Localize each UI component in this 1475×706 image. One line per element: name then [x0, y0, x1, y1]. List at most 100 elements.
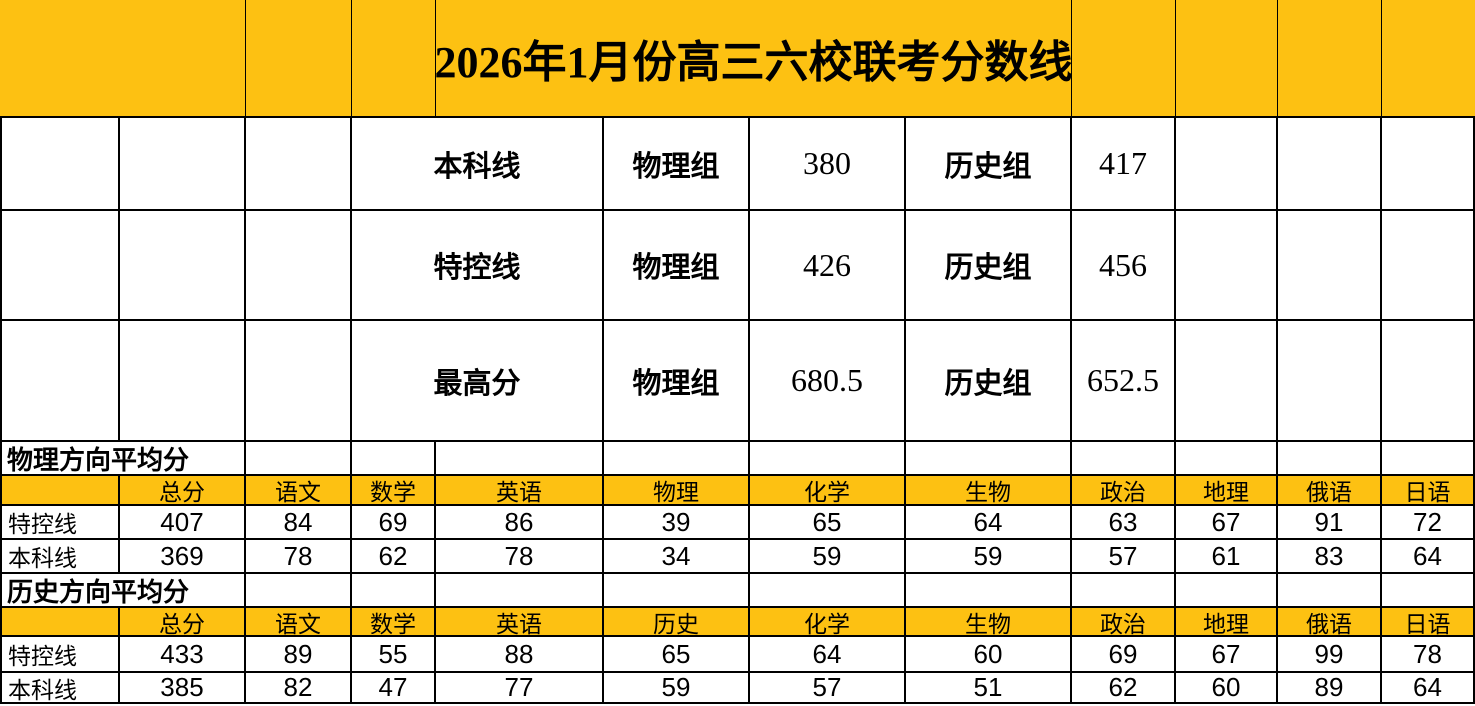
score-cell[interactable]: 57 — [750, 672, 906, 704]
empty-cell[interactable] — [0, 118, 120, 211]
empty-cell[interactable] — [1176, 321, 1278, 442]
empty-cell[interactable] — [1382, 211, 1475, 321]
score-cell[interactable]: 652.5 — [1072, 321, 1176, 442]
section-label-cell[interactable]: 历史方向平均分 — [0, 574, 246, 608]
empty-cell[interactable] — [1382, 442, 1475, 476]
score-cell[interactable]: 380 — [750, 118, 906, 211]
empty-cell[interactable] — [1176, 442, 1278, 476]
score-line-label-cell[interactable]: 本科线 — [352, 118, 604, 211]
empty-cell[interactable] — [1278, 574, 1382, 608]
column-header-cell[interactable]: 地理 — [1176, 476, 1278, 506]
score-cell[interactable]: 57 — [1072, 540, 1176, 574]
column-header-cell[interactable]: 日语 — [1382, 476, 1475, 506]
empty-cell[interactable] — [436, 442, 604, 476]
empty-cell[interactable] — [352, 442, 436, 476]
column-header-cell[interactable]: 政治 — [1072, 608, 1176, 637]
empty-cell[interactable] — [352, 574, 436, 608]
empty-cell[interactable] — [352, 0, 436, 118]
empty-cell[interactable] — [120, 321, 246, 442]
column-header-cell[interactable]: 政治 — [1072, 476, 1176, 506]
row-label-cell[interactable]: 特控线 — [0, 506, 120, 540]
empty-cell[interactable] — [1278, 321, 1382, 442]
score-cell[interactable]: 83 — [1278, 540, 1382, 574]
score-cell[interactable]: 62 — [352, 540, 436, 574]
group-cell[interactable]: 物理组 — [604, 321, 750, 442]
empty-cell[interactable] — [1176, 118, 1278, 211]
score-cell[interactable]: 89 — [246, 637, 352, 673]
score-cell[interactable]: 60 — [906, 637, 1072, 673]
empty-cell[interactable] — [1072, 0, 1176, 118]
score-cell[interactable]: 59 — [604, 672, 750, 704]
empty-cell[interactable] — [1278, 0, 1382, 118]
score-cell[interactable]: 69 — [352, 506, 436, 540]
empty-cell[interactable] — [1278, 118, 1382, 211]
score-cell[interactable]: 78 — [1382, 637, 1475, 673]
empty-cell[interactable] — [1176, 574, 1278, 608]
empty-cell[interactable] — [120, 211, 246, 321]
score-cell[interactable]: 417 — [1072, 118, 1176, 211]
score-cell[interactable]: 67 — [1176, 637, 1278, 673]
score-cell[interactable]: 69 — [1072, 637, 1176, 673]
sheet-title[interactable]: 2026年1月份高三六校联考分数线 — [435, 0, 1073, 118]
column-header-cell[interactable]: 生物 — [906, 476, 1072, 506]
score-cell[interactable]: 426 — [750, 211, 906, 321]
group-cell[interactable]: 历史组 — [906, 211, 1072, 321]
score-cell[interactable]: 59 — [906, 540, 1072, 574]
empty-cell[interactable] — [0, 0, 246, 118]
column-header-cell[interactable]: 总分 — [120, 476, 246, 506]
score-line-label-cell[interactable]: 特控线 — [352, 211, 604, 321]
empty-cell[interactable] — [1176, 211, 1278, 321]
score-cell[interactable]: 64 — [906, 506, 1072, 540]
score-cell[interactable]: 51 — [906, 672, 1072, 704]
empty-cell[interactable] — [1382, 321, 1475, 442]
empty-cell[interactable] — [246, 442, 352, 476]
group-cell[interactable]: 物理组 — [604, 118, 750, 211]
score-cell[interactable]: 64 — [1382, 672, 1475, 704]
score-cell[interactable]: 77 — [436, 672, 604, 704]
row-label-cell[interactable]: 本科线 — [0, 540, 120, 574]
score-cell[interactable]: 385 — [120, 672, 246, 704]
score-cell[interactable]: 82 — [246, 672, 352, 704]
empty-cell[interactable] — [1382, 574, 1475, 608]
score-cell[interactable]: 59 — [750, 540, 906, 574]
column-header-cell[interactable]: 语文 — [246, 476, 352, 506]
score-cell[interactable]: 64 — [1382, 540, 1475, 574]
empty-cell[interactable] — [246, 0, 352, 118]
empty-cell[interactable] — [1072, 574, 1176, 608]
score-cell[interactable]: 65 — [750, 506, 906, 540]
empty-cell[interactable] — [1176, 0, 1278, 118]
column-header-cell[interactable]: 俄语 — [1278, 608, 1382, 637]
score-cell[interactable]: 84 — [246, 506, 352, 540]
empty-cell[interactable] — [750, 442, 906, 476]
score-cell[interactable]: 64 — [750, 637, 906, 673]
score-cell[interactable]: 88 — [436, 637, 604, 673]
score-cell[interactable]: 369 — [120, 540, 246, 574]
empty-cell[interactable] — [1278, 442, 1382, 476]
empty-cell[interactable] — [1278, 211, 1382, 321]
column-header-cell[interactable]: 地理 — [1176, 608, 1278, 637]
score-cell[interactable]: 55 — [352, 637, 436, 673]
column-header-cell[interactable]: 数学 — [352, 476, 436, 506]
column-header-cell[interactable]: 总分 — [120, 608, 246, 637]
group-cell[interactable]: 历史组 — [906, 321, 1072, 442]
empty-cell[interactable] — [0, 476, 120, 506]
empty-cell[interactable] — [246, 574, 352, 608]
column-header-cell[interactable]: 化学 — [750, 608, 906, 637]
row-label-cell[interactable]: 特控线 — [0, 637, 120, 673]
score-cell[interactable]: 99 — [1278, 637, 1382, 673]
column-header-cell[interactable]: 语文 — [246, 608, 352, 637]
empty-cell[interactable] — [906, 574, 1072, 608]
score-cell[interactable]: 680.5 — [750, 321, 906, 442]
empty-cell[interactable] — [750, 574, 906, 608]
empty-cell[interactable] — [1382, 118, 1475, 211]
score-cell[interactable]: 62 — [1072, 672, 1176, 704]
empty-cell[interactable] — [0, 608, 120, 637]
group-cell[interactable]: 物理组 — [604, 211, 750, 321]
score-cell[interactable]: 78 — [436, 540, 604, 574]
score-cell[interactable]: 60 — [1176, 672, 1278, 704]
column-header-cell[interactable]: 英语 — [436, 476, 604, 506]
score-line-label-cell[interactable]: 最高分 — [352, 321, 604, 442]
column-header-cell[interactable]: 日语 — [1382, 608, 1475, 637]
empty-cell[interactable] — [604, 442, 750, 476]
empty-cell[interactable] — [604, 574, 750, 608]
